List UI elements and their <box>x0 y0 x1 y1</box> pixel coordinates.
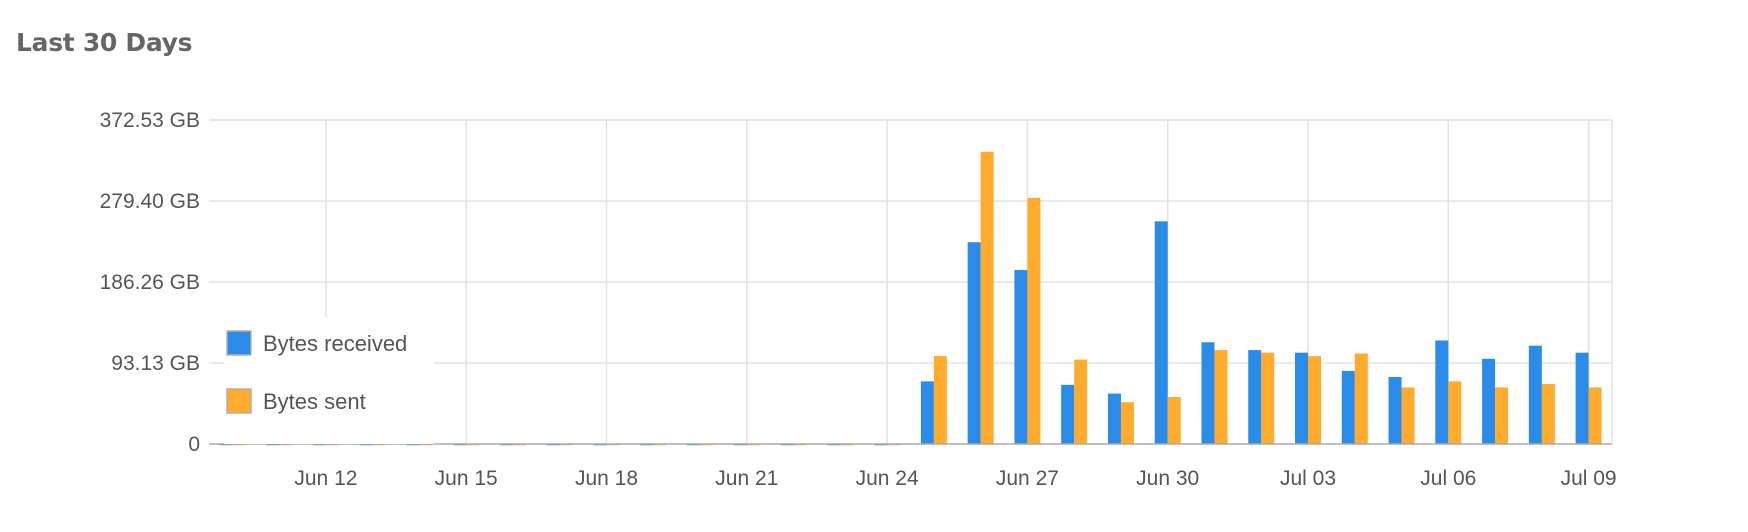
bar-bytes-received[interactable] <box>1107 393 1121 444</box>
bar-bytes-received[interactable] <box>920 381 934 444</box>
bar-bytes-received[interactable] <box>1295 352 1309 444</box>
y-tick-label: 0 <box>188 433 200 456</box>
bar-bytes-sent[interactable] <box>1214 350 1228 444</box>
bar-bytes-received[interactable] <box>1482 358 1496 444</box>
bar-bytes-received[interactable] <box>1341 370 1355 444</box>
bar-bytes-received[interactable] <box>1528 345 1542 444</box>
bar-bytes-sent[interactable] <box>1074 359 1088 444</box>
bar-bytes-sent[interactable] <box>933 356 947 444</box>
y-tick-label: 279.40 GB <box>100 190 200 213</box>
bar-bytes-received[interactable] <box>1201 342 1215 444</box>
x-tick-label: Jun 30 <box>1136 467 1199 490</box>
x-tick-label: Jun 21 <box>715 467 778 490</box>
bar-bytes-sent[interactable] <box>1588 387 1602 444</box>
y-tick-label: 372.53 GB <box>100 109 200 132</box>
bar-bytes-sent[interactable] <box>1448 381 1462 444</box>
bar-bytes-sent[interactable] <box>1541 383 1555 444</box>
bar-bytes-sent[interactable] <box>1027 197 1041 444</box>
legend-swatch-received <box>226 330 252 356</box>
legend-item-sent[interactable]: Bytes sent <box>226 388 366 414</box>
legend-label-sent: Bytes sent <box>263 389 366 414</box>
grid <box>209 119 1613 444</box>
x-tick-label: Jul 06 <box>1420 467 1476 490</box>
legend-background <box>224 318 434 444</box>
x-tick-label: Jun 27 <box>996 467 1059 490</box>
y-tick-label: 93.13 GB <box>111 352 200 375</box>
bar-bytes-received[interactable] <box>1154 221 1168 444</box>
x-tick-label: Jul 03 <box>1280 467 1336 490</box>
x-tick-label: Jun 12 <box>294 467 357 490</box>
y-tick-label: 186.26 GB <box>100 271 200 294</box>
x-tick-label: Jun 24 <box>856 467 919 490</box>
bar-bytes-sent[interactable] <box>1495 387 1509 444</box>
x-tick-label: Jul 09 <box>1561 467 1617 490</box>
legend-label-received: Bytes received <box>263 331 407 356</box>
legend-item-received[interactable]: Bytes received <box>226 330 407 356</box>
legend-swatch-sent <box>226 388 252 414</box>
bar-bytes-received[interactable] <box>1435 340 1449 445</box>
x-tick-label: Jun 18 <box>575 467 638 490</box>
bar-bytes-received[interactable] <box>1248 350 1262 444</box>
bar-bytes-sent[interactable] <box>1354 353 1368 444</box>
bar-bytes-received[interactable] <box>1388 377 1402 444</box>
bar-bytes-sent[interactable] <box>1120 402 1134 444</box>
bar-bytes-received[interactable] <box>1014 270 1028 444</box>
x-tick-label: Jun 15 <box>435 467 498 490</box>
panel-title: Last 30 Days <box>16 28 193 57</box>
axes: 0 93.13 GB 186.26 GB 279.40 GB 372.53 GB Jun … <box>100 109 1617 490</box>
bar-bytes-received[interactable] <box>1061 384 1075 444</box>
bar-bytes-sent[interactable] <box>1401 387 1415 444</box>
bar-bytes-received[interactable] <box>967 242 981 444</box>
bar-bytes-sent[interactable] <box>980 151 994 444</box>
legend: Bytes received Bytes sent <box>224 318 434 444</box>
bar-bytes-sent[interactable] <box>1308 356 1322 444</box>
bar-bytes-sent[interactable] <box>1167 397 1181 444</box>
bar-bytes-sent[interactable] <box>1261 352 1275 444</box>
bar-bytes-received[interactable] <box>1575 352 1589 444</box>
